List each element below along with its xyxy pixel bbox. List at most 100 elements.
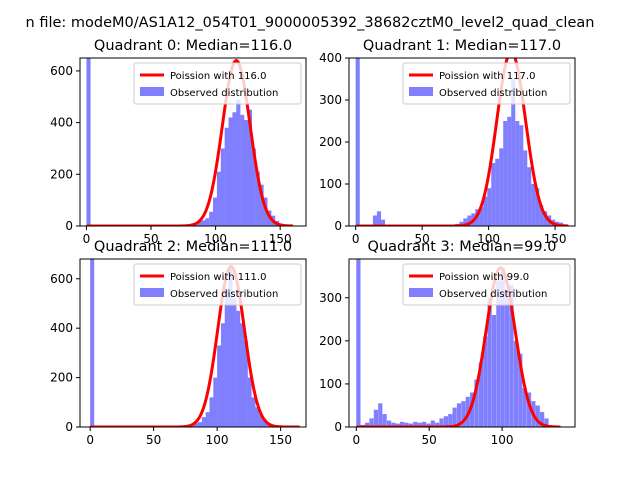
y-tick-label: 600	[50, 64, 73, 78]
panel-title: Quadrant 0: Median=116.0	[94, 38, 292, 54]
histogram-bar	[193, 224, 198, 226]
histogram-bar	[259, 414, 264, 427]
histogram-bar	[386, 420, 392, 427]
histogram-bar	[243, 340, 248, 427]
y-tick-label: 0	[334, 420, 342, 434]
histogram-bar	[201, 220, 206, 226]
histogram-bar	[408, 423, 414, 427]
histogram-bar	[483, 196, 488, 226]
panel-1: 0 50 100 150 0 100 200 300 400 Poission with 117.…	[319, 38, 576, 246]
legend-box	[133, 263, 302, 306]
histogram-bar	[509, 284, 514, 427]
histogram-bar	[439, 418, 444, 427]
histogram-bar	[515, 121, 520, 226]
histogram-bar	[259, 184, 264, 226]
histogram-bar	[426, 423, 431, 427]
histogram-bar	[459, 221, 464, 226]
histogram-bar	[535, 405, 540, 427]
x-tick-label: 150	[269, 433, 292, 447]
histogram-bar	[487, 188, 492, 226]
histogram-bar	[205, 218, 210, 226]
histogram-bar	[216, 171, 222, 226]
histogram-bar	[255, 407, 260, 427]
histogram-bar	[262, 419, 267, 427]
histogram-bar	[474, 379, 479, 427]
histogram-bar	[496, 280, 501, 427]
x-tick-label: 100	[206, 433, 229, 447]
panel-title: Quadrant 3: Median=99.0	[368, 239, 557, 255]
histogram-bar	[499, 148, 504, 226]
y-tick-label: 600	[50, 272, 73, 286]
histogram-bar	[239, 323, 245, 427]
histogram-bar	[544, 418, 549, 427]
x-tick-label: 50	[422, 433, 437, 447]
histogram-bar	[543, 211, 548, 226]
y-tick-label: 0	[65, 219, 73, 233]
histogram-bar	[90, 259, 95, 427]
histogram-bar	[456, 403, 462, 427]
x-tick-label: 0	[86, 433, 94, 447]
histogram-bar	[503, 121, 508, 226]
legend-label-poisson: Poission with 116.0	[170, 71, 266, 82]
panel-title: Quadrant 1: Median=117.0	[363, 38, 561, 54]
histogram-bar	[382, 414, 387, 427]
histogram-bar	[443, 416, 449, 427]
legend-bar-swatch	[140, 288, 164, 297]
histogram-bar	[470, 392, 475, 427]
histogram-bar	[378, 403, 383, 427]
histogram-bar	[507, 116, 512, 226]
histogram-bar	[240, 114, 245, 226]
histogram-bar	[86, 58, 91, 226]
histogram-bar	[247, 377, 252, 427]
y-tick-label: 100	[319, 377, 342, 391]
legend-label-observed: Observed distribution	[170, 88, 278, 99]
legend: Poission with 116.0 Observed distribution	[133, 62, 302, 105]
legend-label-poisson: Poission with 117.0	[439, 71, 535, 82]
histogram-bar	[491, 315, 497, 427]
histogram-bar	[404, 422, 409, 427]
histogram-bar	[527, 167, 532, 226]
x-tick-label: 0	[352, 433, 360, 447]
legend-box	[402, 62, 571, 105]
histogram-bar	[421, 421, 427, 427]
histogram-bar	[217, 345, 222, 427]
legend-box	[402, 263, 571, 306]
histogram-bar	[511, 79, 516, 226]
legend-box	[133, 62, 302, 105]
histogram-bar	[376, 211, 382, 226]
histogram-bar	[232, 112, 237, 226]
histogram-bar	[244, 120, 249, 226]
y-tick-label: 400	[50, 321, 73, 335]
histogram-bar	[201, 417, 206, 427]
legend: Poission with 117.0 Observed distribution	[402, 62, 571, 105]
x-tick-label: 150	[269, 232, 292, 246]
poisson-curve	[356, 266, 561, 427]
histogram-bar	[197, 221, 202, 226]
x-tick-label: 50	[146, 433, 161, 447]
histogram-bar	[369, 418, 374, 427]
histogram-bar	[448, 414, 453, 427]
y-tick-label: 200	[50, 167, 73, 181]
histogram-bar	[232, 298, 237, 427]
histogram-bar	[224, 288, 229, 427]
x-tick-label: 0	[352, 232, 360, 246]
histogram-bar	[479, 207, 484, 226]
histogram-bar	[373, 409, 379, 427]
histogram-bar	[478, 362, 483, 427]
histogram-bar	[236, 99, 241, 226]
histogram-bar	[236, 310, 241, 427]
histogram-bar	[513, 340, 518, 427]
legend: Poission with 99.0 Observed distribution	[402, 263, 571, 306]
histogram	[90, 259, 283, 427]
histogram-bar	[430, 420, 435, 427]
histogram-bar	[228, 117, 233, 226]
y-tick-label: 200	[50, 371, 73, 385]
histogram-bar	[500, 267, 505, 427]
x-tick-label: 50	[143, 232, 158, 246]
axes-frame	[79, 258, 307, 428]
y-tick-label: 300	[319, 291, 342, 305]
histogram-bar	[247, 109, 253, 226]
axes-frame	[79, 57, 307, 227]
x-tick-label: 50	[414, 232, 429, 246]
